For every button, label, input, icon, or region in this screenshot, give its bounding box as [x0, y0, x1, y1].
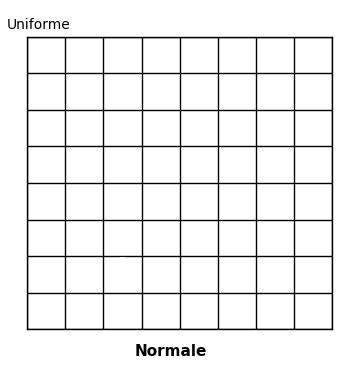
Text: Normale: Normale	[135, 344, 207, 359]
Text: Uniforme: Uniforme	[7, 18, 70, 32]
